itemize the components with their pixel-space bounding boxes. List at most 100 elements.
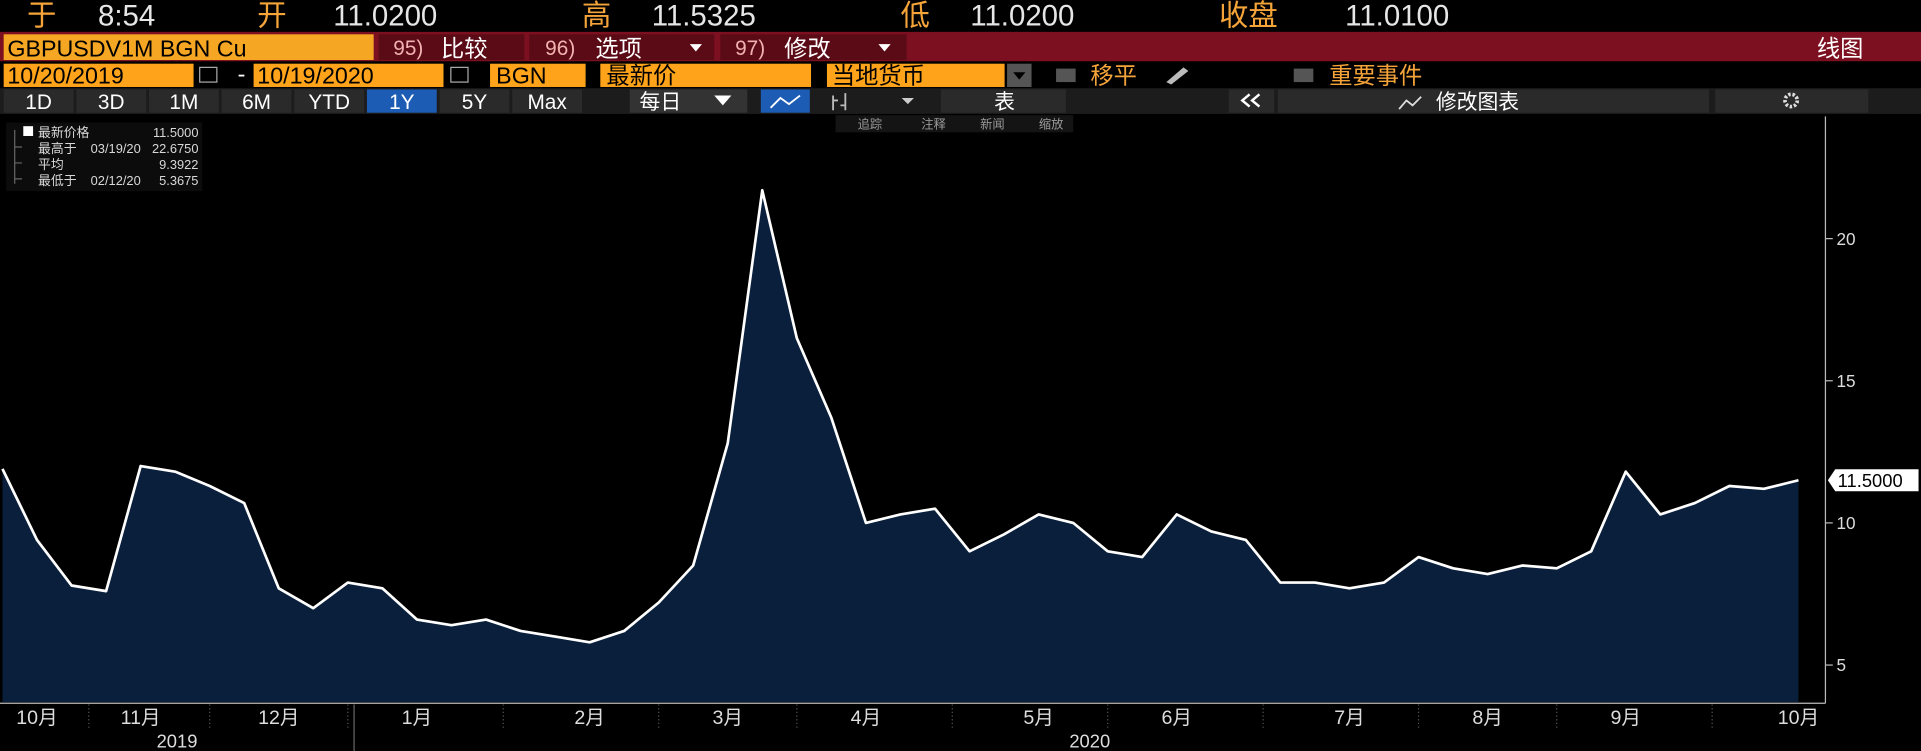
frequency-select[interactable] [629,89,748,113]
menu-label: 修改 [784,35,831,61]
low: 11.0200 [970,0,1074,33]
range-buttons: 1D 3D 1M 6M YTD 1Y 5Y Max [3,89,583,114]
menu-number: 97) [735,37,765,60]
end-date: 10/19/2020 [257,62,374,88]
range-button[interactable] [76,89,147,113]
smooth-checkbox[interactable] [1056,68,1076,83]
gear-icon [1783,92,1800,109]
tool[interactable]: 缩放 [1039,117,1064,132]
tool-bar [835,115,1074,133]
table-label: 表 [994,91,1015,114]
settings-button[interactable] [1715,89,1869,113]
x-tick-label: 6月 [1162,707,1193,729]
menu-button[interactable] [529,34,715,61]
y-tick-label: 20 [1836,229,1855,249]
high-label: 高 [582,0,611,33]
open: 11.0200 [333,0,437,33]
legend-swatch [23,126,34,136]
menu-button[interactable] [720,34,907,61]
x-tick-label: 3月 [713,707,743,729]
close-label: 收盘 [1219,0,1278,33]
range-label: 3D [98,91,125,114]
stat-value: 5.3675 [159,173,198,188]
range-label: 1D [25,91,52,114]
dropdown-arrow [901,98,914,105]
range-label: 6M [242,91,271,114]
time-label: 于 [27,0,56,33]
start-date-field[interactable] [3,63,194,87]
menu-button[interactable] [378,34,525,61]
frequency: 每日 [640,91,682,114]
tool[interactable]: 追踪 [858,117,883,132]
menu-number: 96) [545,37,575,60]
open-label: 开 [257,0,286,33]
legend-tree [14,129,23,184]
bar-chart-icon[interactable] [832,93,847,111]
stat-value: 11.5000 [153,125,199,140]
range-button[interactable] [221,89,292,113]
range-label: 1M [169,91,198,114]
smooth: 移平 [1090,62,1137,88]
range-button[interactable] [294,89,365,113]
x-tick-label: 10月 [16,707,57,729]
chart: 5 10 15 20 11.5000 10月 11月 12月 1月 2月 3月 4月 5月 6月 7月 8月 9… [0,116,1919,751]
menu-number: 95) [393,37,423,60]
calendar-icon[interactable] [450,66,469,83]
stat-value: 22.6750 [152,141,198,156]
menu-label: 比较 [441,35,488,61]
ticker-field[interactable] [3,34,374,61]
edit-chart-icon [1398,96,1422,110]
dropdown-arrow [689,44,702,52]
y-tick-label: 10 [1836,513,1855,533]
tool[interactable]: 注释 [921,117,946,132]
x-tick-label: 7月 [1334,707,1365,729]
stat-label: 最新价格 [38,125,90,140]
currency-field[interactable] [826,63,1005,87]
range-button[interactable] [366,89,437,113]
menu-label: 选项 [595,35,642,61]
line [1,188,1799,644]
dropdown-arrow [1013,72,1026,80]
chart-kind[interactable]: 线图 [1817,35,1864,61]
date-dash: - [238,61,246,87]
x-group-label: 2020 [1069,730,1110,751]
x-tick-label: 2月 [574,707,605,729]
x-tick-label: 1月 [402,707,433,729]
range-button[interactable] [148,89,219,113]
collapse-icon [1240,93,1261,108]
stat-value: 9.3922 [159,157,198,172]
source-field[interactable] [490,63,586,87]
range-label: 1Y [389,91,415,114]
area [2,190,1799,702]
range-button[interactable] [439,89,510,113]
y-tick-label: 15 [1836,371,1855,391]
events-checkbox[interactable] [1293,68,1314,83]
range-label: Max [527,91,567,114]
table-button[interactable] [940,89,1066,113]
x-tick-label: 4月 [851,707,882,729]
x-tick-label: 10月 [1778,707,1819,729]
stat-label: 平均 [38,157,64,172]
field-select[interactable] [600,63,812,87]
time: 8:54 [98,0,155,33]
last-value-label: 11.5000 [1838,470,1903,491]
x-group-label: 2019 [157,730,198,751]
x-tick-label: 8月 [1472,707,1503,729]
dropdown-arrow [714,95,732,106]
range-label: 5Y [462,91,488,114]
stat-date: 02/12/20 [91,173,141,188]
range-button[interactable] [3,89,74,113]
pencil-icon [1166,67,1189,85]
source: BGN [496,62,546,88]
high: 11.5325 [652,0,756,33]
close: 11.0100 [1345,0,1449,33]
end-date-field[interactable] [253,63,444,87]
events: 重要事件 [1329,62,1422,88]
dropdown-arrow [878,44,891,52]
x-tick-label: 9月 [1611,707,1642,729]
calendar-icon[interactable] [199,66,218,83]
tool[interactable]: 新闻 [980,117,1005,132]
range-button[interactable] [512,89,583,113]
edit-chart-button[interactable] [1277,89,1710,113]
low-label: 低 [900,0,929,33]
